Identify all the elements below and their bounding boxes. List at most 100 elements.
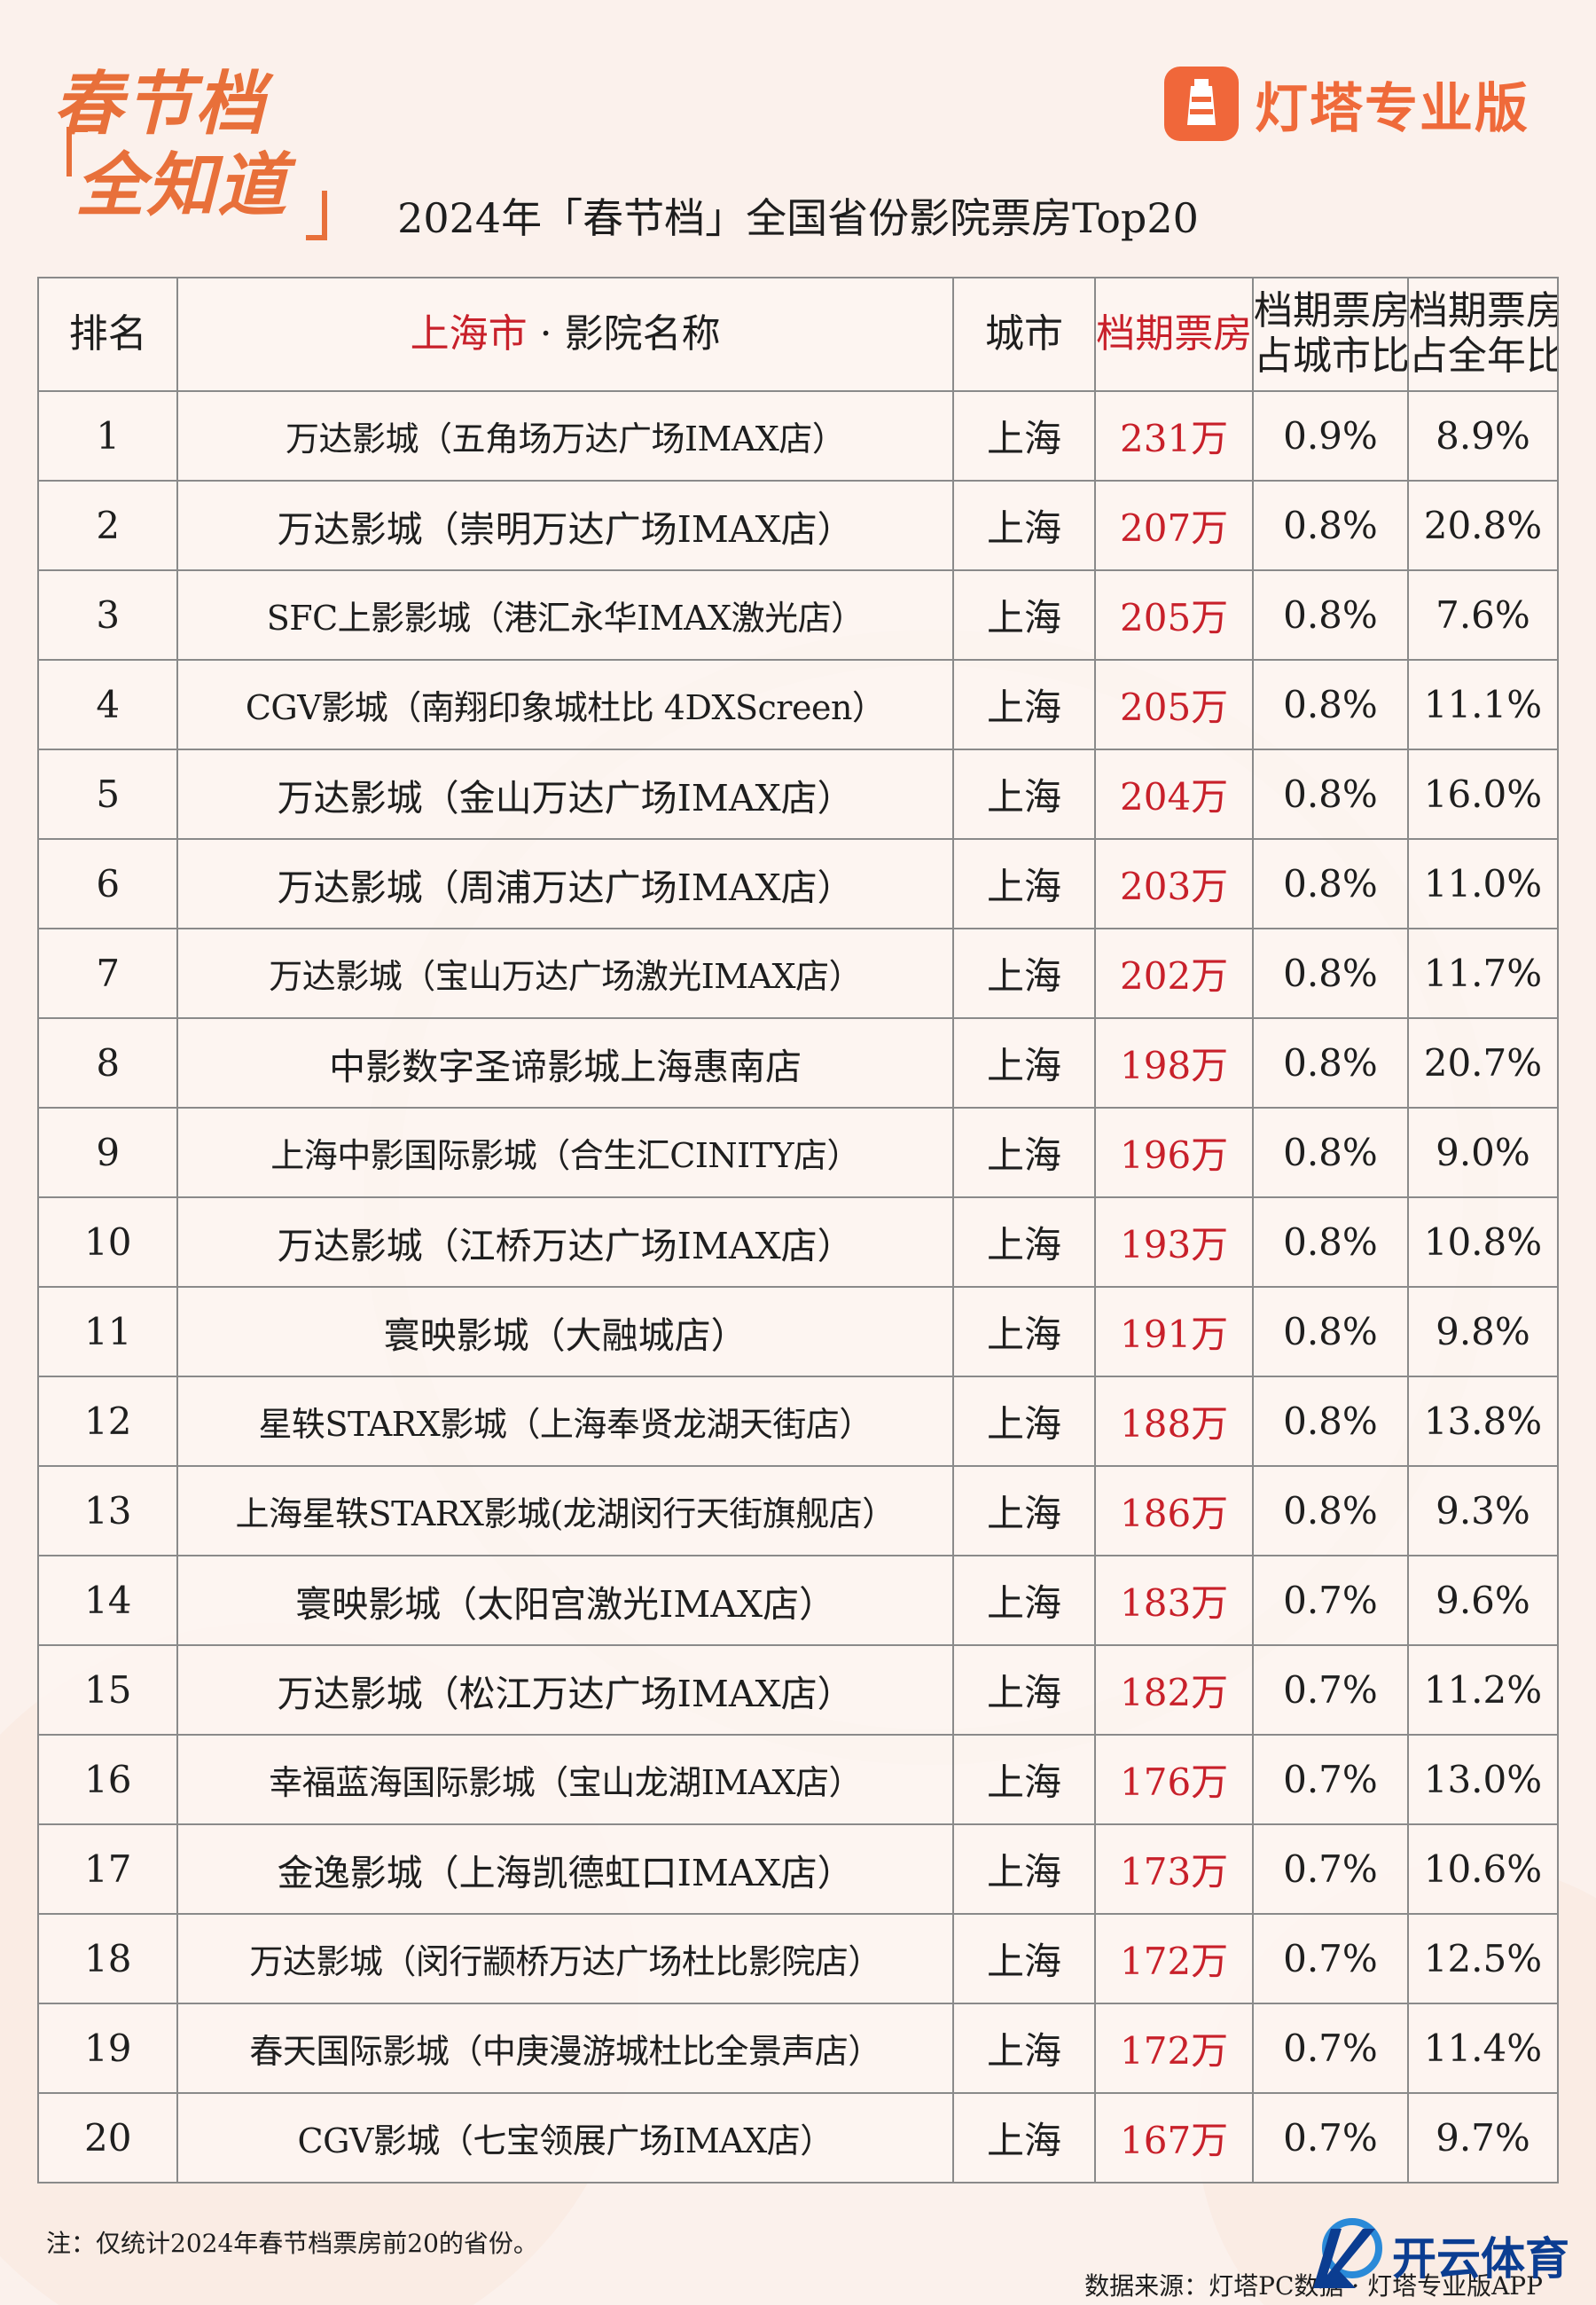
city-ratio-cell: 0.7% xyxy=(1252,1913,1409,2004)
city-ratio-cell: 0.9% xyxy=(1252,390,1409,482)
box-office-cell: 231万 xyxy=(1094,390,1255,482)
rank-cell: 16 xyxy=(36,1734,179,1825)
header-year-ratio-line2: 占全年比 xyxy=(1408,333,1558,379)
rank-cell: 19 xyxy=(36,2003,179,2094)
year-ratio-cell: 9.3% xyxy=(1406,1465,1560,1556)
header-city-ratio: 档期票房 占城市比 xyxy=(1252,277,1409,392)
city-cell: 上海 xyxy=(951,569,1097,661)
table-row: 8 中影数字圣谛影城上海惠南店 上海 198万 0.8% 20.7% xyxy=(36,1017,1560,1109)
year-ratio-cell: 9.0% xyxy=(1406,1107,1560,1198)
city-ratio-cell: 0.7% xyxy=(1252,1734,1409,1825)
table-row: 1 万达影城（五角场万达广场IMAX店） 上海 231万 0.9% 8.9% xyxy=(36,390,1560,482)
city-ratio-cell: 0.8% xyxy=(1252,1465,1409,1556)
box-office-cell: 198万 xyxy=(1094,1017,1255,1109)
watermark-text: 开云体育 xyxy=(1392,2232,1569,2285)
year-ratio-cell: 13.8% xyxy=(1406,1376,1560,1467)
box-office-cell: 173万 xyxy=(1094,1823,1255,1915)
rank-cell: 15 xyxy=(36,1644,179,1736)
header-year-ratio-line1: 档期票房 xyxy=(1408,288,1558,334)
city-cell: 上海 xyxy=(951,390,1097,482)
cinema-name-cell: CGV影城（七宝领展广场IMAX店） xyxy=(176,2092,954,2183)
rank-cell: 14 xyxy=(36,1555,179,1646)
rank-cell: 9 xyxy=(36,1107,179,1198)
table-row: 17 金逸影城（上海凯德虹口IMAX店） 上海 173万 0.7% 10.6% xyxy=(36,1823,1560,1915)
header-city-ratio-line2: 占城市比 xyxy=(1254,333,1408,379)
box-office-cell: 167万 xyxy=(1094,2092,1255,2183)
year-ratio-cell: 20.7% xyxy=(1406,1017,1560,1109)
city-cell: 上海 xyxy=(951,1286,1097,1377)
header-city: 城市 xyxy=(951,277,1097,392)
year-ratio-cell: 11.1% xyxy=(1406,659,1560,750)
year-ratio-cell: 11.7% xyxy=(1406,928,1560,1019)
k-logo-icon xyxy=(1301,2213,1385,2297)
city-cell: 上海 xyxy=(951,1823,1097,1915)
box-office-cell: 182万 xyxy=(1094,1644,1255,1736)
year-ratio-cell: 11.0% xyxy=(1406,838,1560,929)
city-ratio-cell: 0.7% xyxy=(1252,1644,1409,1736)
city-ratio-cell: 0.8% xyxy=(1252,1107,1409,1198)
city-cell: 上海 xyxy=(951,1734,1097,1825)
rank-cell: 12 xyxy=(36,1376,179,1467)
rank-cell: 13 xyxy=(36,1465,179,1556)
table-row: 12 星轶STARX影城（上海奉贤龙湖天街店） 上海 188万 0.8% 13.8% xyxy=(36,1376,1560,1467)
city-ratio-cell: 0.8% xyxy=(1252,838,1409,929)
cinema-name-cell: CGV影城（南翔印象城杜比 4DXScreen） xyxy=(176,659,954,750)
cinema-name-cell: 中影数字圣谛影城上海惠南店 xyxy=(176,1017,954,1109)
city-cell: 上海 xyxy=(951,1017,1097,1109)
table-row: 13 上海星轶STARX影城(龙湖闵行天街旗舰店） 上海 186万 0.8% 9.3% xyxy=(36,1465,1560,1556)
city-ratio-cell: 0.8% xyxy=(1252,480,1409,571)
table-row: 10 万达影城（江桥万达广场IMAX店） 上海 193万 0.8% 10.8% xyxy=(36,1196,1560,1288)
rank-cell: 11 xyxy=(36,1286,179,1377)
cinema-name-cell: 万达影城（宝山万达广场激光IMAX店） xyxy=(176,928,954,1019)
table-row: 9 上海中影国际影城（合生汇CINITY店） 上海 196万 0.8% 9.0% xyxy=(36,1107,1560,1198)
table-row: 4 CGV影城（南翔印象城杜比 4DXScreen） 上海 205万 0.8% 11.1% xyxy=(36,659,1560,750)
year-ratio-cell: 11.2% xyxy=(1406,1644,1560,1736)
header-year-ratio: 档期票房 占全年比 xyxy=(1406,277,1560,392)
cinema-name-cell: 万达影城（松江万达广场IMAX店） xyxy=(176,1644,954,1736)
table-row: 19 春天国际影城（中庚漫游城杜比全景声店） 上海 172万 0.7% 11.4% xyxy=(36,2003,1560,2094)
box-office-cell: 186万 xyxy=(1094,1465,1255,1556)
box-office-cell: 207万 xyxy=(1094,480,1255,571)
header-cinema-city: 上海市 xyxy=(410,310,528,357)
table-row: 14 寰映影城（太阳宫激光IMAX店） 上海 183万 0.7% 9.6% xyxy=(36,1555,1560,1646)
festival-logo-line2: 全知道 xyxy=(75,145,289,226)
city-ratio-cell: 0.8% xyxy=(1252,569,1409,661)
table-row: 2 万达影城（崇明万达广场IMAX店） 上海 207万 0.8% 20.8% xyxy=(36,480,1560,571)
bracket-open-icon xyxy=(66,127,88,176)
table-row: 3 SFC上影影城（港汇永华IMAX激光店） 上海 205万 0.8% 7.6% xyxy=(36,569,1560,661)
year-ratio-cell: 10.6% xyxy=(1406,1823,1560,1915)
city-ratio-cell: 0.8% xyxy=(1252,1017,1409,1109)
city-ratio-cell: 0.7% xyxy=(1252,1555,1409,1646)
box-office-cell: 205万 xyxy=(1094,569,1255,661)
rank-cell: 8 xyxy=(36,1017,179,1109)
rank-cell: 18 xyxy=(36,1913,179,2004)
brand-logo: 灯塔专业版 xyxy=(1164,64,1530,144)
city-cell: 上海 xyxy=(951,928,1097,1019)
city-cell: 上海 xyxy=(951,1376,1097,1467)
table-row: 11 寰映影城（大融城店） 上海 191万 0.8% 9.8% xyxy=(36,1286,1560,1377)
table-row: 15 万达影城（松江万达广场IMAX店） 上海 182万 0.7% 11.2% xyxy=(36,1644,1560,1736)
year-ratio-cell: 7.6% xyxy=(1406,569,1560,661)
rank-cell: 5 xyxy=(36,749,179,840)
header-box-office: 档期票房 xyxy=(1094,277,1255,392)
table-row: 16 幸福蓝海国际影城（宝山龙湖IMAX店） 上海 176万 0.7% 13.0% xyxy=(36,1734,1560,1825)
data-source: 数据来源：灯塔PC数据 · 灯塔专业版APP xyxy=(1084,2271,1543,2301)
rank-cell: 7 xyxy=(36,928,179,1019)
city-cell: 上海 xyxy=(951,1913,1097,2004)
box-office-cell: 196万 xyxy=(1094,1107,1255,1198)
box-office-cell: 202万 xyxy=(1094,928,1255,1019)
footnote: 注：仅统计2024年春节档票房前20的省份。 xyxy=(46,2229,538,2258)
table-row: 20 CGV影城（七宝领展广场IMAX店） 上海 167万 0.7% 9.7% xyxy=(36,2092,1560,2183)
year-ratio-cell: 12.5% xyxy=(1406,1913,1560,2004)
box-office-cell: 204万 xyxy=(1094,749,1255,840)
table-row: 6 万达影城（周浦万达广场IMAX店） 上海 203万 0.8% 11.0% xyxy=(36,838,1560,929)
cinema-name-cell: 万达影城（闵行颛桥万达广场杜比影院店） xyxy=(176,1913,954,2004)
bracket-close-icon xyxy=(306,191,327,240)
year-ratio-cell: 9.7% xyxy=(1406,2092,1560,2183)
city-ratio-cell: 0.8% xyxy=(1252,749,1409,840)
city-ratio-cell: 0.7% xyxy=(1252,2003,1409,2094)
year-ratio-cell: 9.8% xyxy=(1406,1286,1560,1377)
cinema-name-cell: 寰映影城（大融城店） xyxy=(176,1286,954,1377)
cinema-name-cell: 万达影城（崇明万达广场IMAX店） xyxy=(176,480,954,571)
rank-cell: 3 xyxy=(36,569,179,661)
